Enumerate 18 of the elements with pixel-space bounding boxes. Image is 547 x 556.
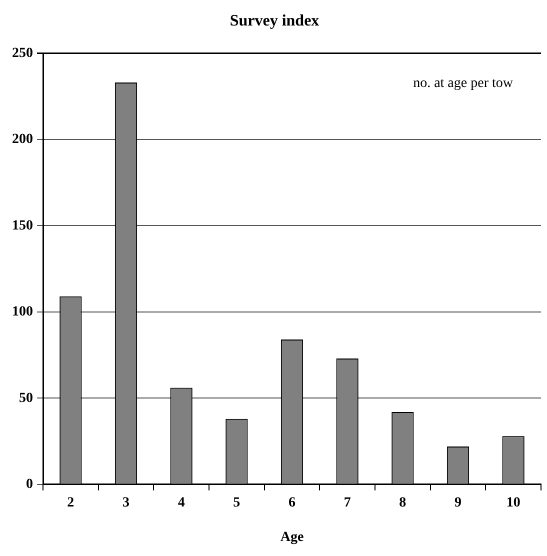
chart-title: Survey index: [230, 12, 320, 30]
y-tick-label: 100: [12, 304, 33, 320]
x-tick-label: 3: [122, 495, 130, 510]
y-tick-label: 150: [12, 218, 33, 234]
x-tick-label: 9: [454, 495, 462, 510]
x-tick-label: 6: [288, 495, 296, 510]
x-axis-title: Age: [280, 530, 304, 546]
x-tick-label: 7: [344, 495, 351, 510]
x-tick-label: 2: [67, 495, 74, 510]
x-tick-label: 5: [233, 495, 240, 510]
x-tick-label: 10: [506, 495, 520, 510]
y-tick-label: 200: [12, 132, 33, 148]
y-tick-label: 50: [19, 390, 33, 406]
y-tick-label: 250: [12, 46, 33, 61]
x-tick-label: 8: [399, 495, 406, 510]
y-tick-label: 0: [26, 477, 33, 492]
x-tick-label: 4: [178, 495, 185, 510]
annotation: no. at age per tow: [413, 76, 514, 91]
